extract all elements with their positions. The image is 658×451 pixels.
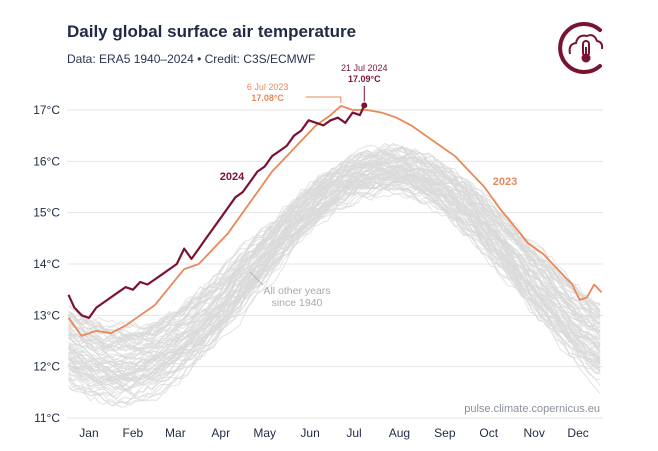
- series-2024-line: [67, 104, 366, 319]
- x-tick-label: Mar: [165, 426, 186, 440]
- other-year-line: [68, 147, 601, 333]
- other-years-label: All other years: [263, 285, 330, 297]
- other-year-line: [68, 142, 601, 339]
- peak-2024-value: 17.09°C: [348, 74, 381, 84]
- other-years-pointer: [249, 271, 264, 286]
- label-2024: 2024: [220, 171, 245, 183]
- x-tick-label: Apr: [211, 426, 230, 440]
- y-tick-label: 13°C: [33, 308, 60, 322]
- x-tick-label: Aug: [389, 426, 410, 440]
- y-axis: 11°C 12°C 13°C 14°C 15°C 16°C 17°C: [33, 103, 60, 425]
- other-year-line: [68, 184, 601, 407]
- x-tick-label: Sep: [434, 426, 456, 440]
- y-tick-label: 16°C: [33, 154, 60, 168]
- other-year-line: [68, 158, 601, 359]
- x-tick-label: Feb: [123, 426, 144, 440]
- other-year-line: [68, 142, 601, 341]
- series-2023-line: [67, 105, 603, 337]
- x-tick-label: Jun: [300, 426, 319, 440]
- source-url: pulse.climate.copernicus.eu: [464, 403, 600, 415]
- thermometer-cloud-icon: [558, 22, 604, 74]
- other-year-line: [68, 171, 601, 391]
- x-axis: Jan Feb Mar Apr May Jun Jul Aug Sep Oct Nov Dec: [79, 426, 588, 440]
- y-tick-label: 15°C: [33, 206, 60, 220]
- x-tick-label: Nov: [523, 426, 544, 440]
- y-tick-label: 17°C: [33, 103, 60, 117]
- y-tick-label: 11°C: [34, 411, 60, 425]
- chart-title: Daily global surface air temperature: [67, 22, 357, 41]
- peak-2023-leader: [305, 96, 342, 103]
- peak-2023-value: 17.08°C: [251, 93, 284, 103]
- peak-2023-date: 6 Jul 2023: [247, 82, 289, 92]
- other-years-series: [68, 142, 601, 408]
- other-year-line: [68, 168, 601, 374]
- highlighted-series: [67, 104, 603, 337]
- peak-2024-date: 21 Jul 2024: [341, 63, 388, 73]
- other-year-line: [68, 155, 601, 339]
- x-tick-label: Oct: [479, 426, 498, 440]
- x-tick-label: Jan: [79, 426, 98, 440]
- peak-2024-marker: [361, 102, 368, 109]
- x-tick-label: Jul: [346, 426, 361, 440]
- y-tick-label: 14°C: [33, 257, 60, 271]
- other-year-line: [68, 145, 601, 345]
- chart-subtitle: Data: ERA5 1940–2024 • Credit: C3S/ECMWF: [67, 52, 316, 66]
- y-tick-label: 12°C: [33, 360, 60, 374]
- label-2023: 2023: [493, 176, 517, 188]
- other-year-line: [68, 163, 601, 354]
- x-tick-label: May: [253, 426, 276, 440]
- other-year-line: [68, 146, 601, 338]
- x-tick-label: Dec: [567, 426, 588, 440]
- other-years-label-2: since 1940: [272, 297, 323, 309]
